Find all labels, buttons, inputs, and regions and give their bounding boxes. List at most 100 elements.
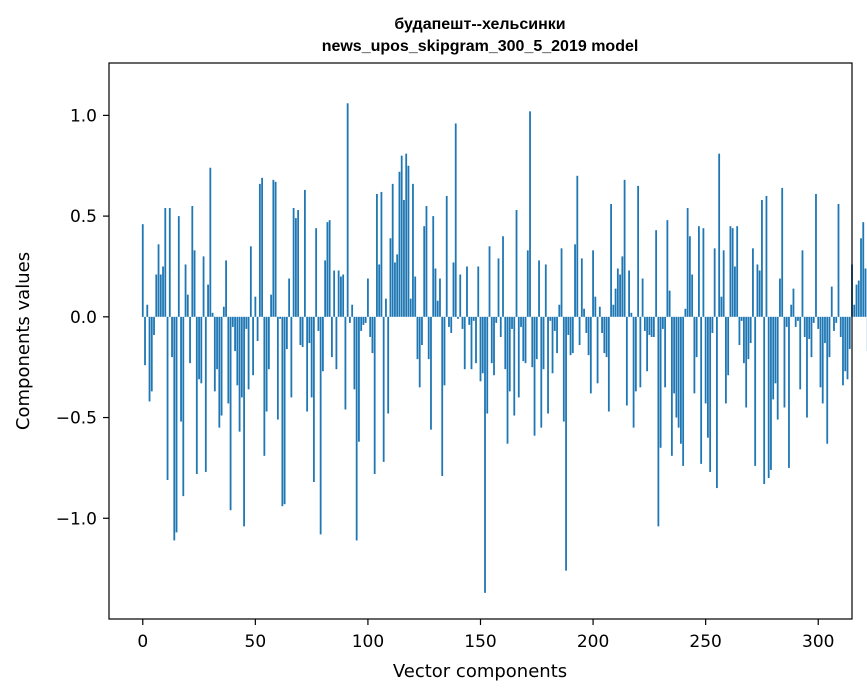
bar-297 [810,316,813,358]
bar-12 [168,208,171,317]
bar-8 [159,274,162,317]
bar-197 [585,316,588,333]
bar-16 [177,216,180,317]
bar-268 [745,316,748,408]
bar-55 [265,316,268,412]
bar-32 [213,316,216,392]
bar-137 [450,316,453,333]
bar-265 [738,316,741,346]
bar-14 [173,316,176,541]
bar-301 [819,316,822,388]
bar-209 [612,304,615,317]
bar-79 [319,316,322,535]
x-tick-label-2: 100 [352,632,384,652]
bar-122 [416,316,419,360]
bar-299 [815,193,817,317]
bar-277 [765,195,768,317]
bar-36 [222,306,225,317]
bar-260 [727,316,730,376]
bar-311 [842,316,844,386]
x-axis-ticks: 0 50 100 150 200 250 300 [137,619,834,652]
bar-25 [198,316,200,380]
bar-1 [144,316,146,366]
bar-200 [592,250,594,317]
bar-127 [427,316,430,360]
bar-257 [720,296,723,317]
bar-306 [830,286,833,317]
bar-235 [670,316,673,456]
bar-110 [389,238,392,317]
bar-157 [495,316,498,323]
bar-34 [218,316,221,428]
bar-298 [812,316,815,323]
bar-41 [234,316,236,352]
bar-31 [211,312,214,317]
bar-10 [164,208,167,317]
bar-60 [276,316,279,420]
bar-212 [619,274,621,317]
bar-204 [601,316,603,333]
bar-188 [565,316,567,571]
bar-307 [833,316,835,331]
bar-97 [360,316,363,331]
y-tick-label-0: −1.0 [56,509,97,529]
bar-series [141,103,867,593]
bar-162 [506,316,509,444]
bar-120 [412,183,414,317]
bar-132 [439,278,441,317]
bar-210 [614,288,617,317]
bar-164 [511,316,513,329]
bar-7 [157,244,160,317]
bar-49 [252,316,254,376]
bar-177 [540,316,543,428]
bar-123 [418,316,421,388]
bar-280 [772,316,775,400]
bar-106 [380,191,383,317]
bar-35 [220,316,223,416]
bar-138 [452,262,455,317]
bar-203 [598,306,601,317]
bar-90 [344,316,347,410]
bar-300 [817,316,820,329]
bar-320 [862,222,865,317]
bar-94 [353,316,356,390]
bar-87 [337,270,340,317]
bar-107 [382,316,385,462]
y-tick-label-2: 0.0 [70,308,97,328]
bar-82 [326,222,329,317]
bar-20 [186,294,189,317]
bar-184 [556,316,558,354]
bar-216 [628,270,630,317]
bar-319 [860,238,862,317]
bar-253 [711,316,714,333]
bar-29 [207,284,209,317]
bar-187 [562,316,565,422]
bar-295 [806,316,808,418]
bar-153 [486,316,489,414]
bar-176 [538,260,540,317]
bar-18 [182,316,185,497]
bar-143 [463,316,466,370]
bar-141 [459,274,462,317]
bar-67 [292,208,295,317]
bar-19 [184,264,187,317]
bar-219 [634,316,637,392]
bar-168 [520,316,522,327]
bar-117 [405,153,408,317]
bar-56 [267,316,270,370]
bar-234 [668,290,671,317]
bar-15 [175,316,178,533]
bar-149 [477,266,480,317]
bar-152 [484,316,486,593]
bar-63 [283,316,286,505]
bar-102 [371,316,374,354]
bar-258 [722,250,725,317]
bar-180 [547,316,549,414]
x-axis-label: Vector components [393,661,567,682]
bar-221 [639,316,642,388]
bar-28 [204,316,207,472]
bar-256 [718,153,721,317]
bar-196 [583,308,585,317]
bar-13 [171,316,173,358]
bar-231 [661,316,664,329]
